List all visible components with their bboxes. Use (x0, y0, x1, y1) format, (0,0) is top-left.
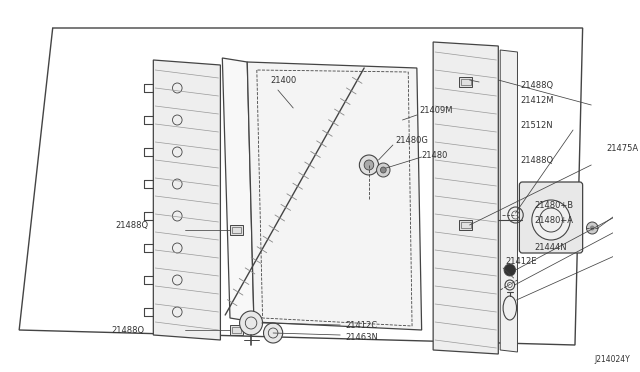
Circle shape (380, 167, 386, 173)
Circle shape (364, 160, 374, 170)
Polygon shape (154, 60, 220, 340)
Bar (461, 222, 470, 228)
Circle shape (590, 225, 595, 231)
Text: 21480+B: 21480+B (535, 201, 574, 209)
Bar (232, 327, 241, 333)
Circle shape (359, 155, 378, 175)
Circle shape (586, 222, 598, 234)
Polygon shape (247, 62, 422, 330)
Polygon shape (433, 42, 499, 354)
Text: 21488Q: 21488Q (520, 80, 554, 90)
Text: 21480G: 21480G (396, 135, 429, 144)
Polygon shape (222, 58, 254, 322)
Text: 21400: 21400 (270, 76, 296, 84)
FancyBboxPatch shape (520, 182, 582, 253)
Text: 21412C: 21412C (345, 321, 377, 330)
Text: 21488Q: 21488Q (520, 155, 554, 164)
Text: 21512N: 21512N (520, 121, 553, 129)
Bar (230, 325, 243, 335)
Bar (459, 77, 472, 87)
Text: J214024Y: J214024Y (594, 356, 630, 365)
Circle shape (239, 311, 262, 335)
Bar (459, 220, 472, 230)
Circle shape (532, 200, 570, 240)
Text: 21480: 21480 (422, 151, 448, 160)
Text: 21488Q: 21488Q (115, 221, 148, 230)
Bar (232, 227, 241, 233)
Polygon shape (500, 50, 518, 352)
Text: 21444N: 21444N (535, 243, 567, 251)
Circle shape (376, 163, 390, 177)
Text: 21463N: 21463N (345, 334, 378, 343)
Text: 21409M: 21409M (420, 106, 453, 115)
Text: 21412M: 21412M (520, 96, 554, 105)
Circle shape (504, 264, 516, 276)
Bar (461, 79, 470, 85)
Text: 21488Q: 21488Q (111, 326, 144, 334)
Circle shape (264, 323, 283, 343)
Ellipse shape (503, 296, 516, 320)
Text: 21412E: 21412E (505, 257, 536, 266)
Text: 21480+A: 21480+A (535, 215, 573, 224)
Text: 21475A: 21475A (607, 144, 639, 153)
Bar (230, 225, 243, 235)
